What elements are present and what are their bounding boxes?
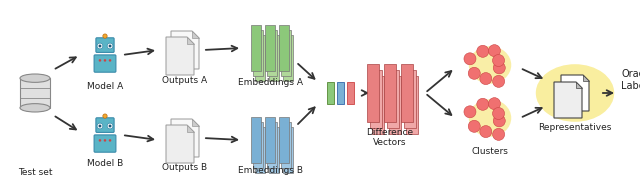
Polygon shape <box>171 31 199 69</box>
Text: Difference
Vectors: Difference Vectors <box>367 128 413 147</box>
FancyBboxPatch shape <box>96 118 114 132</box>
Polygon shape <box>166 125 194 163</box>
Polygon shape <box>561 75 589 111</box>
FancyBboxPatch shape <box>267 30 277 76</box>
FancyBboxPatch shape <box>281 30 291 76</box>
Polygon shape <box>576 82 582 88</box>
Text: Model B: Model B <box>87 159 123 168</box>
Ellipse shape <box>468 99 511 137</box>
FancyBboxPatch shape <box>255 35 265 81</box>
Text: Embeddings B: Embeddings B <box>237 166 303 175</box>
FancyBboxPatch shape <box>96 38 114 52</box>
Circle shape <box>477 98 489 110</box>
FancyBboxPatch shape <box>279 117 289 163</box>
Circle shape <box>104 139 106 142</box>
Polygon shape <box>187 37 194 44</box>
Circle shape <box>488 45 500 57</box>
Circle shape <box>109 59 111 62</box>
FancyBboxPatch shape <box>251 25 261 71</box>
Text: Outputs B: Outputs B <box>163 163 207 172</box>
Circle shape <box>464 53 476 65</box>
FancyBboxPatch shape <box>326 82 333 104</box>
Circle shape <box>488 98 500 110</box>
Circle shape <box>107 43 113 49</box>
FancyBboxPatch shape <box>269 127 279 173</box>
FancyBboxPatch shape <box>265 117 275 163</box>
Polygon shape <box>166 37 194 75</box>
Circle shape <box>464 106 476 118</box>
Circle shape <box>493 62 505 74</box>
FancyBboxPatch shape <box>281 122 291 168</box>
Circle shape <box>99 139 101 142</box>
Text: Embeddings A: Embeddings A <box>237 78 303 87</box>
FancyBboxPatch shape <box>94 55 116 72</box>
Ellipse shape <box>468 46 511 84</box>
Polygon shape <box>192 31 199 38</box>
Circle shape <box>109 139 111 142</box>
Ellipse shape <box>20 104 50 112</box>
Text: Clusters: Clusters <box>472 147 508 156</box>
Circle shape <box>107 123 113 129</box>
Circle shape <box>493 75 504 87</box>
Polygon shape <box>192 119 199 126</box>
Circle shape <box>480 73 492 85</box>
Ellipse shape <box>20 74 50 82</box>
Text: Model A: Model A <box>87 82 123 91</box>
Polygon shape <box>171 119 199 157</box>
Circle shape <box>103 34 107 38</box>
Polygon shape <box>554 82 582 118</box>
Text: Representatives: Representatives <box>538 123 612 132</box>
FancyBboxPatch shape <box>269 35 279 81</box>
FancyBboxPatch shape <box>255 127 265 173</box>
FancyBboxPatch shape <box>369 70 381 128</box>
FancyBboxPatch shape <box>253 122 263 168</box>
FancyBboxPatch shape <box>265 25 275 71</box>
Text: Oracle
Labels: Oracle Labels <box>621 69 640 91</box>
Circle shape <box>493 108 504 119</box>
Circle shape <box>104 59 106 62</box>
FancyBboxPatch shape <box>279 25 289 71</box>
Circle shape <box>468 67 480 79</box>
Circle shape <box>97 123 103 129</box>
FancyBboxPatch shape <box>253 30 263 76</box>
FancyBboxPatch shape <box>384 64 396 122</box>
FancyBboxPatch shape <box>401 64 413 122</box>
FancyBboxPatch shape <box>372 76 384 134</box>
FancyBboxPatch shape <box>94 135 116 152</box>
FancyBboxPatch shape <box>367 64 379 122</box>
FancyBboxPatch shape <box>283 127 293 173</box>
Circle shape <box>109 125 111 127</box>
Circle shape <box>103 114 107 118</box>
Circle shape <box>493 54 504 67</box>
FancyBboxPatch shape <box>283 35 293 81</box>
FancyBboxPatch shape <box>403 70 415 128</box>
Circle shape <box>468 120 480 132</box>
FancyBboxPatch shape <box>389 76 401 134</box>
Circle shape <box>97 43 103 49</box>
Circle shape <box>493 128 504 140</box>
Circle shape <box>493 115 505 127</box>
Circle shape <box>99 125 101 127</box>
Ellipse shape <box>536 64 614 122</box>
Text: Outputs A: Outputs A <box>163 76 207 85</box>
Circle shape <box>480 126 492 138</box>
Circle shape <box>99 45 101 47</box>
Circle shape <box>99 59 101 62</box>
FancyBboxPatch shape <box>267 122 277 168</box>
Polygon shape <box>187 125 194 132</box>
Circle shape <box>477 45 489 57</box>
FancyBboxPatch shape <box>387 70 399 128</box>
FancyBboxPatch shape <box>251 117 261 163</box>
FancyBboxPatch shape <box>406 76 418 134</box>
FancyBboxPatch shape <box>346 82 353 104</box>
Text: Test set: Test set <box>18 168 52 177</box>
Circle shape <box>109 45 111 47</box>
FancyBboxPatch shape <box>20 78 50 108</box>
FancyBboxPatch shape <box>337 82 344 104</box>
Polygon shape <box>583 75 589 81</box>
